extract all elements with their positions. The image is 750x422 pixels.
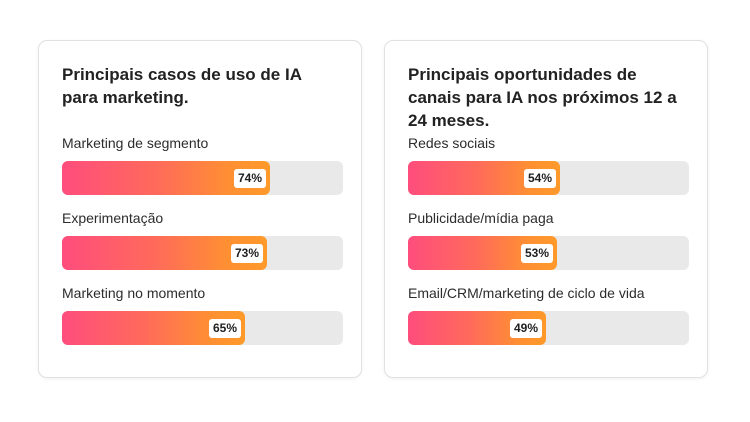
bar-row: Redes sociais 54% bbox=[408, 134, 689, 195]
bar-value-label: 49% bbox=[510, 319, 543, 338]
bar-value-label: 54% bbox=[524, 169, 557, 188]
bar-category-label: Publicidade/mídia paga bbox=[408, 210, 554, 226]
bar-value-label: 65% bbox=[209, 319, 242, 338]
bar-track: 73% bbox=[62, 236, 343, 270]
bar-value-label: 53% bbox=[521, 244, 554, 263]
bar-row: Marketing de segmento 74% bbox=[62, 134, 343, 195]
chart-title: Principais casos de uso de IA para marke… bbox=[62, 65, 302, 107]
bar-category-label: Experimentação bbox=[62, 210, 164, 226]
bar-value-label: 74% bbox=[234, 169, 267, 188]
bar-row: Experimentação 73% bbox=[62, 209, 343, 270]
chart-card-channel-opportunities: Principais oportunidades de canais para … bbox=[384, 40, 708, 378]
bar-row: Email/CRM/marketing de ciclo de vida 49% bbox=[408, 284, 689, 345]
bar-track: 54% bbox=[408, 161, 689, 195]
chart-title: Principais oportunidades de canais para … bbox=[408, 65, 677, 130]
chart-card-ai-use-cases: Principais casos de uso de IA para marke… bbox=[38, 40, 362, 378]
bar-category-label: Redes sociais bbox=[408, 135, 496, 151]
bar-category-label: Email/CRM/marketing de ciclo de vida bbox=[408, 285, 645, 301]
bar-track: 65% bbox=[62, 311, 343, 345]
bar-row: Publicidade/mídia paga 53% bbox=[408, 209, 689, 270]
bar-value-label: 73% bbox=[231, 244, 264, 263]
bar-row: Marketing no momento 65% bbox=[62, 284, 343, 345]
bar-track: 53% bbox=[408, 236, 689, 270]
bar-track: 74% bbox=[62, 161, 343, 195]
bar-track: 49% bbox=[408, 311, 689, 345]
bar-category-label: Marketing no momento bbox=[62, 285, 206, 301]
bar-category-label: Marketing de segmento bbox=[62, 135, 209, 151]
